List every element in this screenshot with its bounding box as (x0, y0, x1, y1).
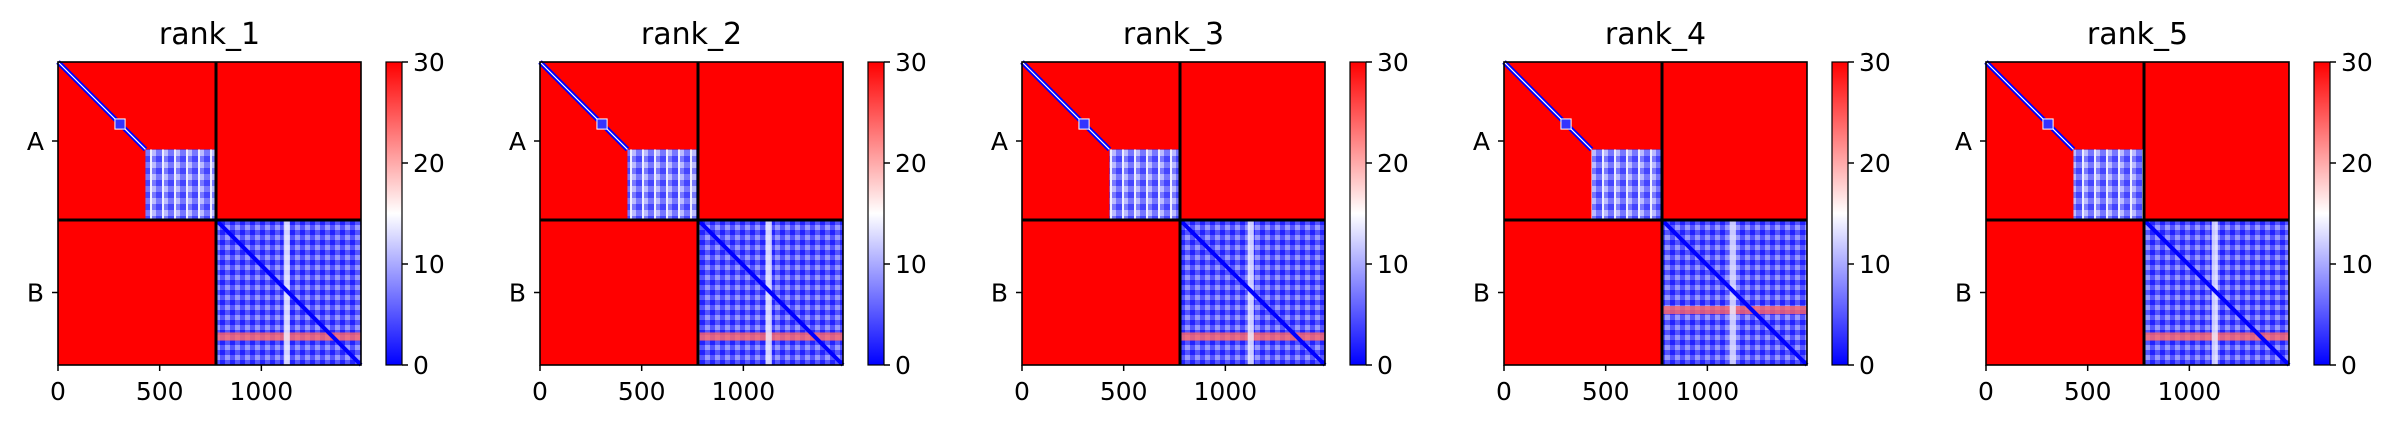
y-tick-label: B (509, 279, 526, 308)
block-A-domain2 (145, 149, 217, 221)
axes-frame (1985, 61, 2290, 366)
diagonal-A-highlight (57, 61, 146, 150)
colorbar-tick-label: 30 (413, 48, 445, 77)
y-tick-label: B (1473, 279, 1490, 308)
x-tick-label: 0 (50, 377, 66, 406)
diagonal-A-highlight (1021, 61, 1110, 150)
colorbar (385, 61, 403, 366)
block-A-small (596, 118, 608, 130)
diagonal-B (1178, 218, 1327, 367)
colorbar (1349, 61, 1367, 366)
y-tick-label: A (509, 127, 526, 156)
colorbar-tick-label: 10 (2341, 250, 2373, 279)
x-tick-label: 1000 (230, 377, 294, 406)
colorbar (867, 61, 885, 366)
colorbar-tick-label: 0 (413, 351, 429, 380)
x-tick-label: 0 (1014, 377, 1030, 406)
y-tick-label: B (1955, 279, 1972, 308)
y-tick-label: A (1955, 127, 1972, 156)
y-tick-label: B (27, 279, 44, 308)
colorbar-tick-label: 30 (895, 48, 927, 77)
x-tick-label: 500 (136, 377, 184, 406)
colorbar-tick-label: 0 (895, 351, 911, 380)
colorbar-tick-label: 30 (1859, 48, 1891, 77)
axes-frame (1503, 61, 1808, 366)
block-A-small (1560, 118, 1572, 130)
colorbar-tick-label: 0 (1377, 351, 1393, 380)
y-tick-label: B (991, 279, 1008, 308)
x-tick-label: 500 (2064, 377, 2112, 406)
diagonal-B (696, 218, 845, 367)
x-tick-label: 1000 (1194, 377, 1258, 406)
diagonal-B (2142, 218, 2291, 367)
panel-title: rank_2 (641, 17, 742, 52)
x-tick-label: 500 (1100, 377, 1148, 406)
colorbar-tick-label: 10 (1377, 250, 1409, 279)
colorbar-tick-label: 10 (895, 250, 927, 279)
x-tick-label: 1000 (2158, 377, 2222, 406)
colorbar-tick-label: 0 (1859, 351, 1875, 380)
x-tick-label: 500 (618, 377, 666, 406)
x-tick-label: 0 (1496, 377, 1512, 406)
heatmap-panel-5: rank_5 A B 0 500 1000 0 10 20 30 (1955, 17, 2373, 406)
axes-frame (1021, 61, 1326, 366)
heatmap-panel-2: rank_2 A B 0 500 1000 0 10 20 30 (509, 17, 927, 406)
colorbar-tick-label: 10 (1859, 250, 1891, 279)
y-tick-label: A (27, 127, 44, 156)
heatmap-panel-1: rank_1 A B 0 500 1000 0 10 20 30 (27, 17, 445, 406)
panel-title: rank_1 (159, 17, 260, 52)
block-A-domain2 (2073, 149, 2145, 221)
colorbar-tick-label: 20 (1859, 149, 1891, 178)
block-A-domain2 (627, 149, 699, 221)
x-tick-label: 0 (1978, 377, 1994, 406)
x-tick-label: 500 (1582, 377, 1630, 406)
y-tick-label: A (1473, 127, 1490, 156)
colorbar (2313, 61, 2331, 366)
block-A-domain2 (1591, 149, 1663, 221)
diagonal-B (1660, 218, 1809, 367)
x-tick-label: 1000 (1676, 377, 1740, 406)
diagonal-B (214, 218, 363, 367)
colorbar-tick-label: 20 (2341, 149, 2373, 178)
diagonal-A-highlight (539, 61, 628, 150)
heatmap-panel-4: rank_4 A B 0 500 1000 0 10 20 30 (1473, 17, 1891, 406)
colorbar-tick-label: 0 (2341, 351, 2357, 380)
panel-title: rank_5 (2087, 17, 2188, 52)
diagonal-A-highlight (1985, 61, 2074, 150)
block-A-small (2042, 118, 2054, 130)
y-tick-label: A (991, 127, 1008, 156)
panel-title: rank_4 (1605, 17, 1706, 52)
heatmap-panel-3: rank_3 A B 0 500 1000 0 10 20 30 (991, 17, 1409, 406)
axes-frame (57, 61, 362, 366)
panel-title: rank_3 (1123, 17, 1224, 52)
diagonal-A-highlight (1503, 61, 1592, 150)
block-A-small (1078, 118, 1090, 130)
colorbar-tick-label: 30 (1377, 48, 1409, 77)
colorbar-tick-label: 20 (413, 149, 445, 178)
colorbar-tick-label: 10 (413, 250, 445, 279)
colorbar (1831, 61, 1849, 366)
x-tick-label: 0 (532, 377, 548, 406)
colorbar-tick-label: 20 (895, 149, 927, 178)
axes-frame (539, 61, 844, 366)
block-A-domain2 (1109, 149, 1181, 221)
colorbar-tick-label: 30 (2341, 48, 2373, 77)
x-tick-label: 1000 (712, 377, 776, 406)
block-A-small (114, 118, 126, 130)
colorbar-tick-label: 20 (1377, 149, 1409, 178)
